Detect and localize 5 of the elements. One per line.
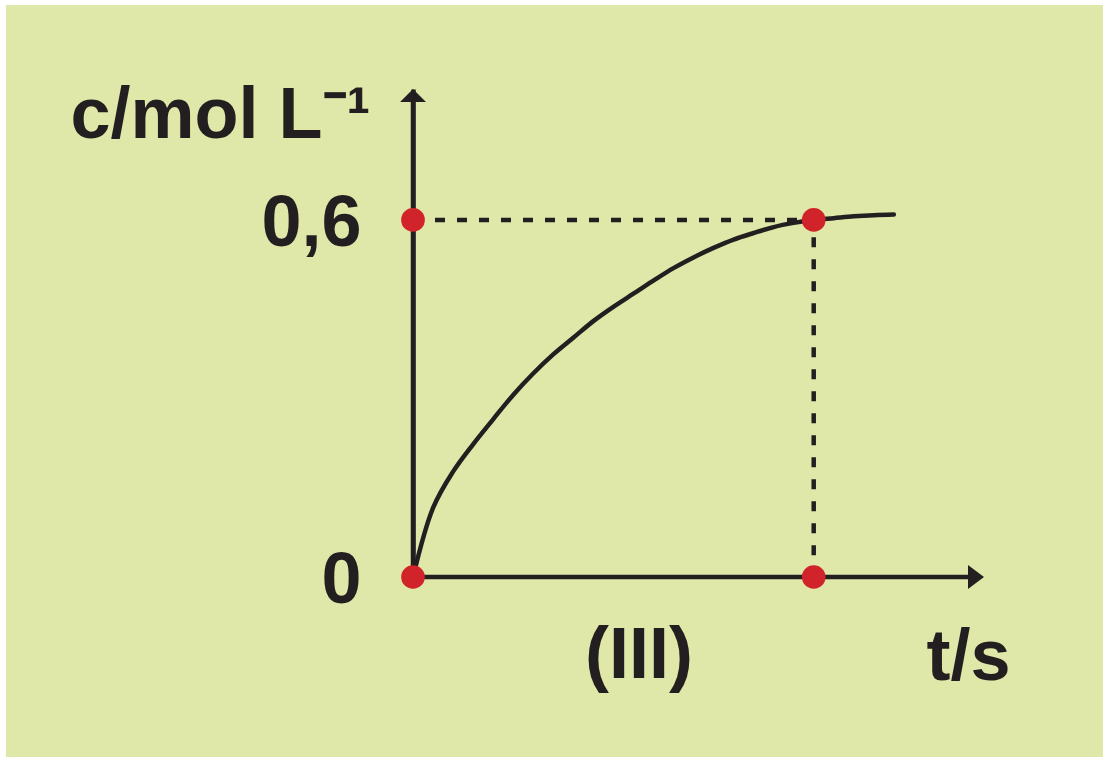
y-axis-title: c/mol L⁻¹ <box>70 72 371 153</box>
y-tick-label: 0 <box>321 537 362 618</box>
y-tick-label: 0,6 <box>261 180 362 261</box>
x-axis-title: t/s <box>926 614 1011 695</box>
text: (III) <box>585 613 693 693</box>
